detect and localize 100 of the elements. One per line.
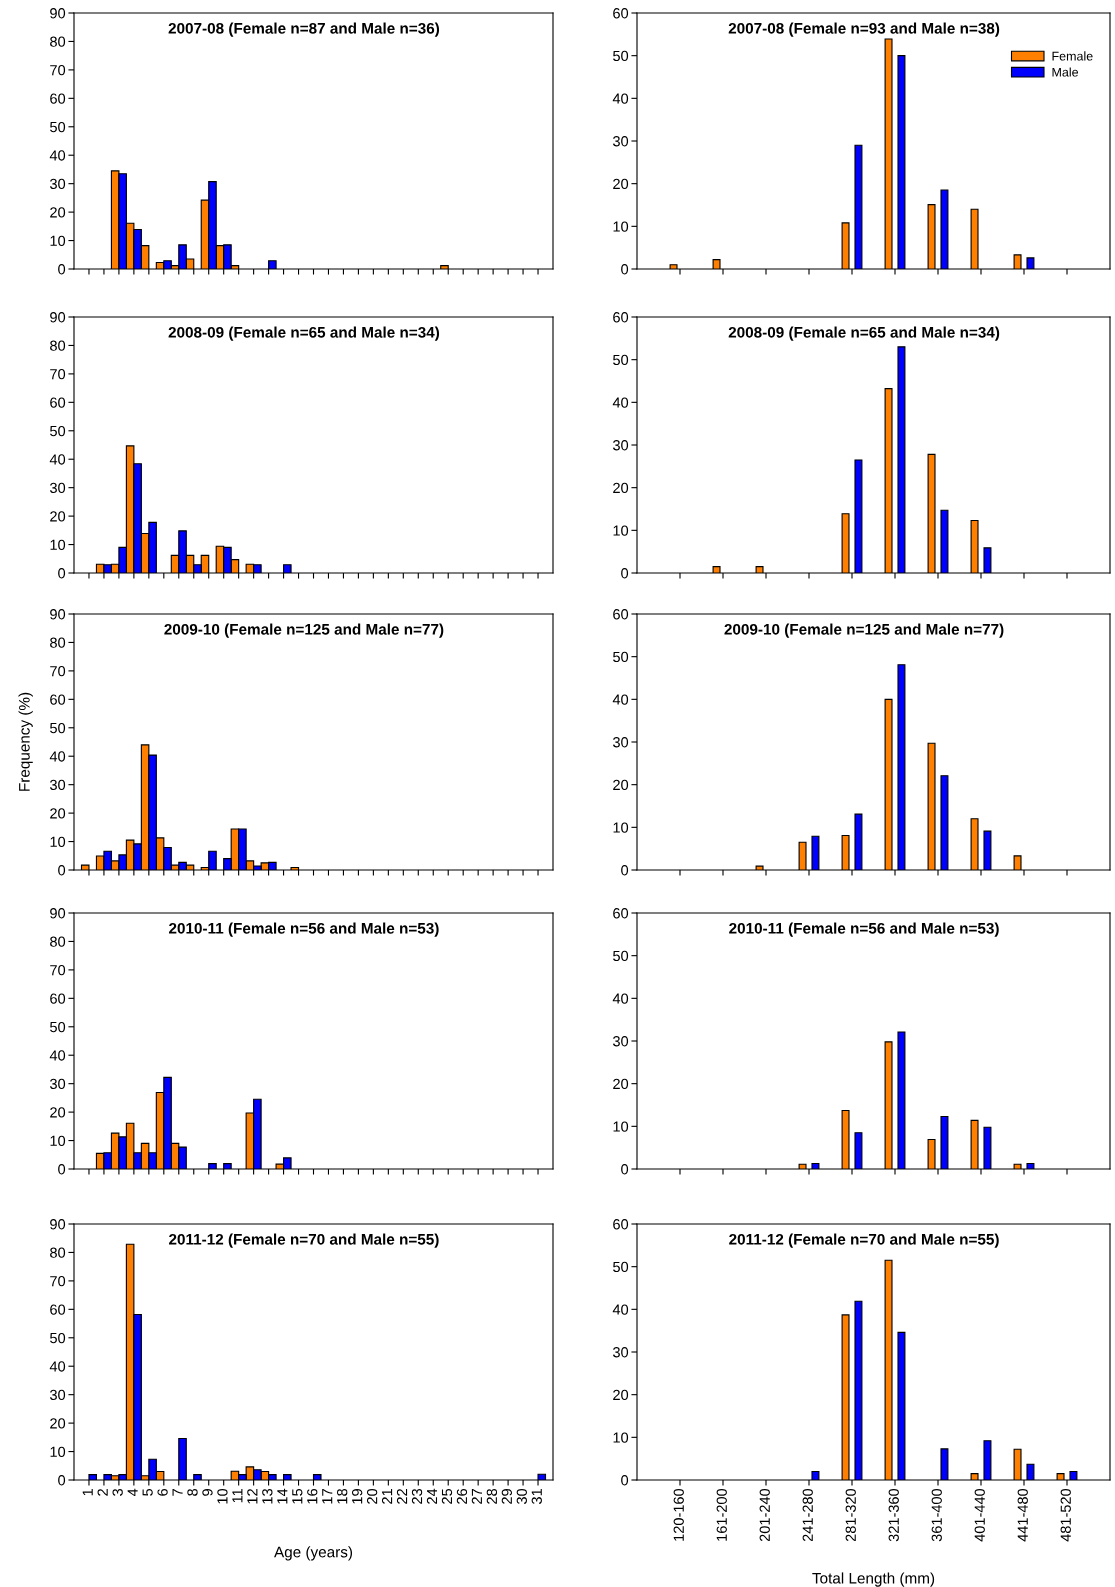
x-tick-label: 2	[97, 1489, 108, 1496]
y-tick-label: 40	[49, 1361, 66, 1372]
x-tick-label: 9	[202, 1489, 213, 1496]
y-tick-label: 20	[50, 1107, 66, 1118]
y-tick-label: 0	[58, 1475, 66, 1486]
y-tick-label: 0	[621, 568, 629, 579]
y-tick-label: 20	[613, 779, 629, 791]
y-tick-label: 50	[613, 354, 629, 366]
y-tick-label: 30	[50, 178, 66, 190]
x-tick-label: 120-160	[673, 1488, 684, 1541]
x-tick-label: 17	[322, 1489, 333, 1504]
y-tick-label: 90	[50, 1219, 66, 1230]
x-tick-label: 10	[217, 1488, 228, 1504]
text: 2008-09 (Female n=65 and Male n=34)	[168, 326, 440, 341]
y-tick-label: 80	[50, 936, 66, 947]
y-tick-label: 30	[613, 440, 629, 451]
y-tick-label: 60	[613, 609, 629, 620]
y-tick-label: 20	[50, 1418, 66, 1429]
x-tick-label: 201-240	[759, 1488, 770, 1542]
text: 2007-08 (Female n=87 and Male n=36)	[168, 22, 440, 37]
x-tick-label: 3	[112, 1488, 123, 1496]
y-tick-label: 40	[49, 150, 66, 161]
y-tick-label: 40	[49, 751, 66, 762]
y-tick-label: 80	[50, 36, 66, 47]
x-tick-label: 16	[307, 1488, 318, 1504]
x-axis-title: Age (years)	[274, 1546, 353, 1561]
y-tick-label: 60	[613, 8, 629, 19]
x-tick-label: 20	[366, 1488, 378, 1504]
y-tick-label: 0	[58, 1164, 66, 1175]
x-tick-label: 5	[142, 1488, 153, 1496]
y-tick-label: 60	[50, 93, 66, 104]
y-tick-label: 50	[50, 1332, 66, 1344]
x-tick-label: 25	[441, 1488, 453, 1504]
y-tick-label: 80	[50, 340, 66, 351]
x-tick-label: 24	[426, 1488, 438, 1504]
y-tick-label: 10	[613, 525, 629, 536]
x-tick-label: 4	[127, 1488, 138, 1497]
y-tick-label: 50	[613, 50, 629, 62]
y-tick-label: 70	[50, 368, 66, 380]
y-tick-label: 10	[613, 1121, 629, 1132]
y-tick-label: 0	[58, 865, 66, 876]
y-tick-label: 10	[50, 1135, 66, 1146]
x-tick-label: 481-520	[1060, 1488, 1071, 1542]
y-tick-label: 60	[613, 312, 629, 323]
y-tick-label: 70	[50, 665, 66, 677]
y-tick-label: 40	[612, 993, 629, 1004]
x-tick-label: 401-440	[974, 1488, 985, 1542]
y-tick-label: 10	[613, 1432, 629, 1443]
y-tick-label: 40	[49, 454, 66, 465]
y-tick-label: 20	[50, 808, 66, 819]
y-tick-label: 50	[50, 425, 66, 437]
x-tick-label: 1	[82, 1489, 93, 1496]
y-tick-label: 20	[50, 207, 66, 218]
y-tick-label: 80	[50, 637, 66, 648]
y-tick-label: 30	[50, 779, 66, 791]
x-tick-label: 281-320	[845, 1488, 856, 1542]
x-tick-label: 30	[516, 1488, 527, 1504]
y-tick-label: 20	[613, 1389, 629, 1401]
x-tick-label: 14	[277, 1488, 288, 1504]
y-tick-label: 10	[50, 836, 66, 847]
y-tick-label: 10	[50, 539, 66, 550]
x-tick-label: 27	[471, 1489, 482, 1504]
x-tick-label: 22	[396, 1489, 408, 1504]
y-tick-label: 30	[50, 1078, 66, 1090]
text: 2007-08 (Female n=93 and Male n=38)	[728, 22, 1000, 37]
x-tick-label: 441-480	[1017, 1488, 1028, 1542]
y-tick-label: 60	[50, 993, 66, 1004]
y-tick-label: 60	[50, 1304, 66, 1315]
x-tick-label: 23	[411, 1488, 423, 1504]
x-tick-label: 31	[531, 1489, 542, 1504]
x-axis-title: Total Length (mm)	[812, 1572, 935, 1587]
legend-label: Male	[1052, 67, 1079, 77]
y-tick-label: 30	[613, 1347, 629, 1358]
text: 2008-09 (Female n=65 and Male n=34)	[728, 326, 1000, 341]
x-tick-label: 21	[381, 1489, 393, 1504]
y-tick-label: 50	[613, 651, 629, 663]
y-tick-label: 50	[50, 1021, 66, 1033]
x-tick-label: 29	[501, 1489, 513, 1504]
y-tick-label: 30	[613, 737, 629, 748]
y-tick-label: 30	[613, 136, 629, 147]
y-axis-title: Frequency (%)	[18, 692, 33, 791]
y-tick-label: 40	[612, 397, 629, 408]
text: 2009-10 (Female n=125 and Male n=77)	[724, 623, 1004, 638]
x-tick-label: 19	[351, 1489, 363, 1504]
y-tick-label: 0	[621, 1164, 629, 1175]
x-tick-label: 12	[247, 1489, 258, 1504]
x-tick-label: 161-200	[716, 1488, 727, 1541]
y-tick-label: 30	[50, 482, 66, 494]
x-tick-label: 26	[456, 1488, 468, 1504]
y-tick-label: 10	[613, 221, 629, 232]
y-tick-label: 40	[612, 93, 629, 104]
y-tick-label: 50	[50, 722, 66, 734]
x-tick-label: 28	[486, 1488, 498, 1504]
text: 2011-12 (Female n=70 and Male n=55)	[729, 1233, 999, 1248]
y-tick-label: 50	[50, 121, 66, 133]
text: 2009-10 (Female n=125 and Male n=77)	[164, 623, 444, 638]
x-tick-label: 241-280	[802, 1488, 813, 1542]
y-tick-label: 10	[613, 822, 629, 833]
y-tick-label: 50	[613, 950, 629, 962]
x-tick-label: 321-360	[888, 1488, 899, 1542]
